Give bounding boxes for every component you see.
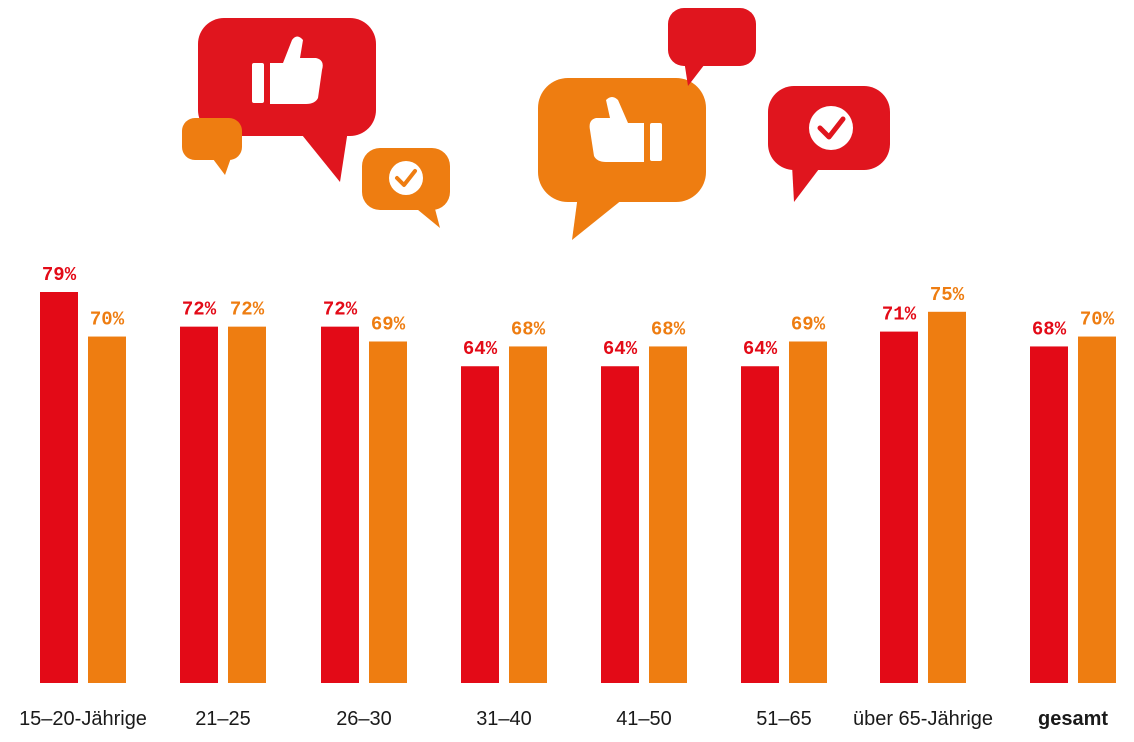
category-label: über 65-Jährige — [853, 708, 993, 730]
category-label: 15–20-Jährige — [19, 708, 147, 730]
bar-a-6 — [880, 331, 918, 683]
value-label: 79% — [42, 264, 77, 286]
bar-b-2 — [369, 341, 407, 683]
category-label: gesamt — [1038, 708, 1108, 730]
bar-b-5 — [789, 341, 827, 683]
bar-b-0 — [88, 336, 126, 683]
category-label: 51–65 — [756, 708, 812, 730]
value-label: 68% — [1032, 318, 1067, 340]
check-speech-bubble-icon — [362, 148, 450, 228]
bar-b-1 — [228, 326, 266, 683]
value-label: 64% — [603, 338, 638, 360]
bar-b-3 — [509, 346, 547, 683]
value-label: 71% — [882, 304, 917, 326]
category-label: 31–40 — [476, 708, 532, 730]
value-label: 75% — [930, 284, 965, 306]
thumbs-up-speech-bubble-icon — [538, 78, 706, 240]
value-label: 69% — [791, 313, 826, 335]
value-label: 68% — [511, 318, 546, 340]
bar-a-7 — [1030, 346, 1068, 683]
category-label: 21–25 — [195, 708, 251, 730]
value-label: 69% — [371, 313, 406, 335]
value-label: 70% — [90, 309, 125, 331]
value-label: 72% — [230, 299, 265, 321]
value-label: 64% — [463, 338, 498, 360]
category-label: 41–50 — [616, 708, 672, 730]
bar-a-4 — [601, 366, 639, 683]
value-label: 72% — [323, 299, 358, 321]
value-label: 72% — [182, 299, 217, 321]
bar-a-2 — [321, 326, 359, 683]
speech-bubble-icon — [668, 8, 756, 86]
value-label: 64% — [743, 338, 778, 360]
bar-a-3 — [461, 366, 499, 683]
decorative-icons — [182, 8, 890, 240]
bar-a-1 — [180, 326, 218, 683]
thumbs-up-speech-bubble-icon — [198, 18, 376, 182]
bar-a-5 — [741, 366, 779, 683]
value-label: 70% — [1080, 309, 1115, 331]
bar-b-4 — [649, 346, 687, 683]
check-speech-bubble-icon — [768, 86, 890, 202]
category-label: 26–30 — [336, 708, 392, 730]
bar-a-0 — [40, 292, 78, 683]
bar-b-7 — [1078, 336, 1116, 683]
bar-b-6 — [928, 311, 966, 683]
small-speech-bubble-icon — [182, 118, 242, 175]
value-label: 68% — [651, 318, 686, 340]
